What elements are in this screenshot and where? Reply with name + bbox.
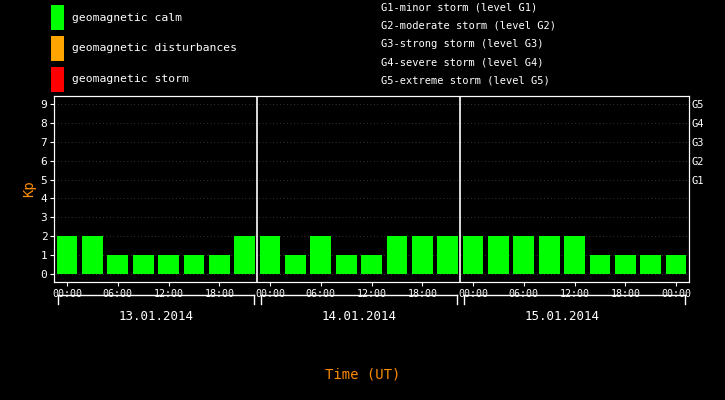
Bar <box>539 236 560 274</box>
Bar <box>183 256 204 274</box>
Bar <box>513 236 534 274</box>
Y-axis label: Kp: Kp <box>22 181 36 197</box>
Bar <box>107 256 128 274</box>
Text: G2-moderate storm (level G2): G2-moderate storm (level G2) <box>381 20 555 30</box>
Bar <box>615 256 636 274</box>
Bar <box>234 236 255 274</box>
Text: geomagnetic calm: geomagnetic calm <box>72 13 183 22</box>
Text: G4-severe storm (level G4): G4-severe storm (level G4) <box>381 58 543 68</box>
Bar <box>666 256 687 274</box>
Text: 13.01.2014: 13.01.2014 <box>118 310 194 323</box>
Bar <box>158 256 179 274</box>
Text: G3-strong storm (level G3): G3-strong storm (level G3) <box>381 39 543 49</box>
Text: 15.01.2014: 15.01.2014 <box>524 310 600 323</box>
Text: geomagnetic disturbances: geomagnetic disturbances <box>72 43 238 53</box>
Bar <box>51 36 64 61</box>
Bar <box>51 67 64 92</box>
Text: geomagnetic storm: geomagnetic storm <box>72 74 189 84</box>
Bar <box>361 256 382 274</box>
Bar <box>412 236 433 274</box>
Text: Time (UT): Time (UT) <box>325 368 400 382</box>
Text: 14.01.2014: 14.01.2014 <box>321 310 397 323</box>
Bar <box>285 256 306 274</box>
Text: G5-extreme storm (level G5): G5-extreme storm (level G5) <box>381 76 550 86</box>
Bar <box>57 236 78 274</box>
Bar <box>564 236 585 274</box>
Bar <box>51 5 64 30</box>
Bar <box>336 256 357 274</box>
Bar <box>463 236 484 274</box>
Bar <box>437 236 458 274</box>
Bar <box>488 236 509 274</box>
Bar <box>209 256 230 274</box>
Bar <box>260 236 281 274</box>
Text: G1-minor storm (level G1): G1-minor storm (level G1) <box>381 2 537 12</box>
Bar <box>133 256 154 274</box>
Bar <box>310 236 331 274</box>
Bar <box>82 236 103 274</box>
Bar <box>640 256 661 274</box>
Bar <box>589 256 610 274</box>
Bar <box>386 236 407 274</box>
